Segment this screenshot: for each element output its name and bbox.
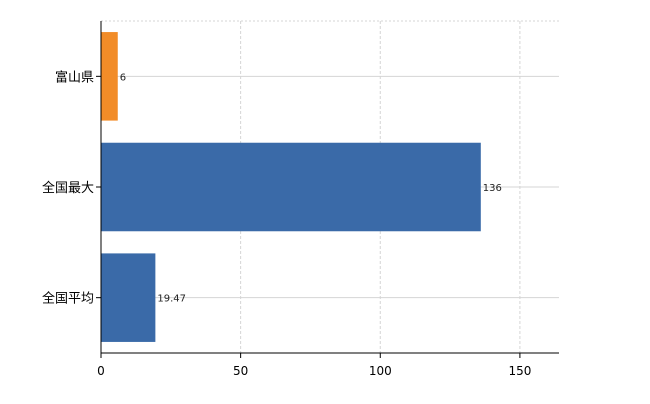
data-label: 19.47 — [157, 294, 186, 305]
data-label: 136 — [483, 183, 502, 194]
data-label: 6 — [120, 72, 126, 83]
y-tick-label: 全国最大 — [42, 180, 94, 196]
x-tick-label: 100 — [369, 364, 392, 378]
x-tick-label: 0 — [97, 364, 105, 378]
bar — [101, 142, 481, 232]
x-tick-label: 150 — [508, 364, 531, 378]
y-tick-label: 全国平均 — [42, 291, 94, 307]
x-tick-label: 50 — [233, 364, 248, 378]
bar — [101, 253, 156, 342]
bar — [101, 32, 118, 121]
y-tick-label: 富山県 — [55, 69, 94, 85]
